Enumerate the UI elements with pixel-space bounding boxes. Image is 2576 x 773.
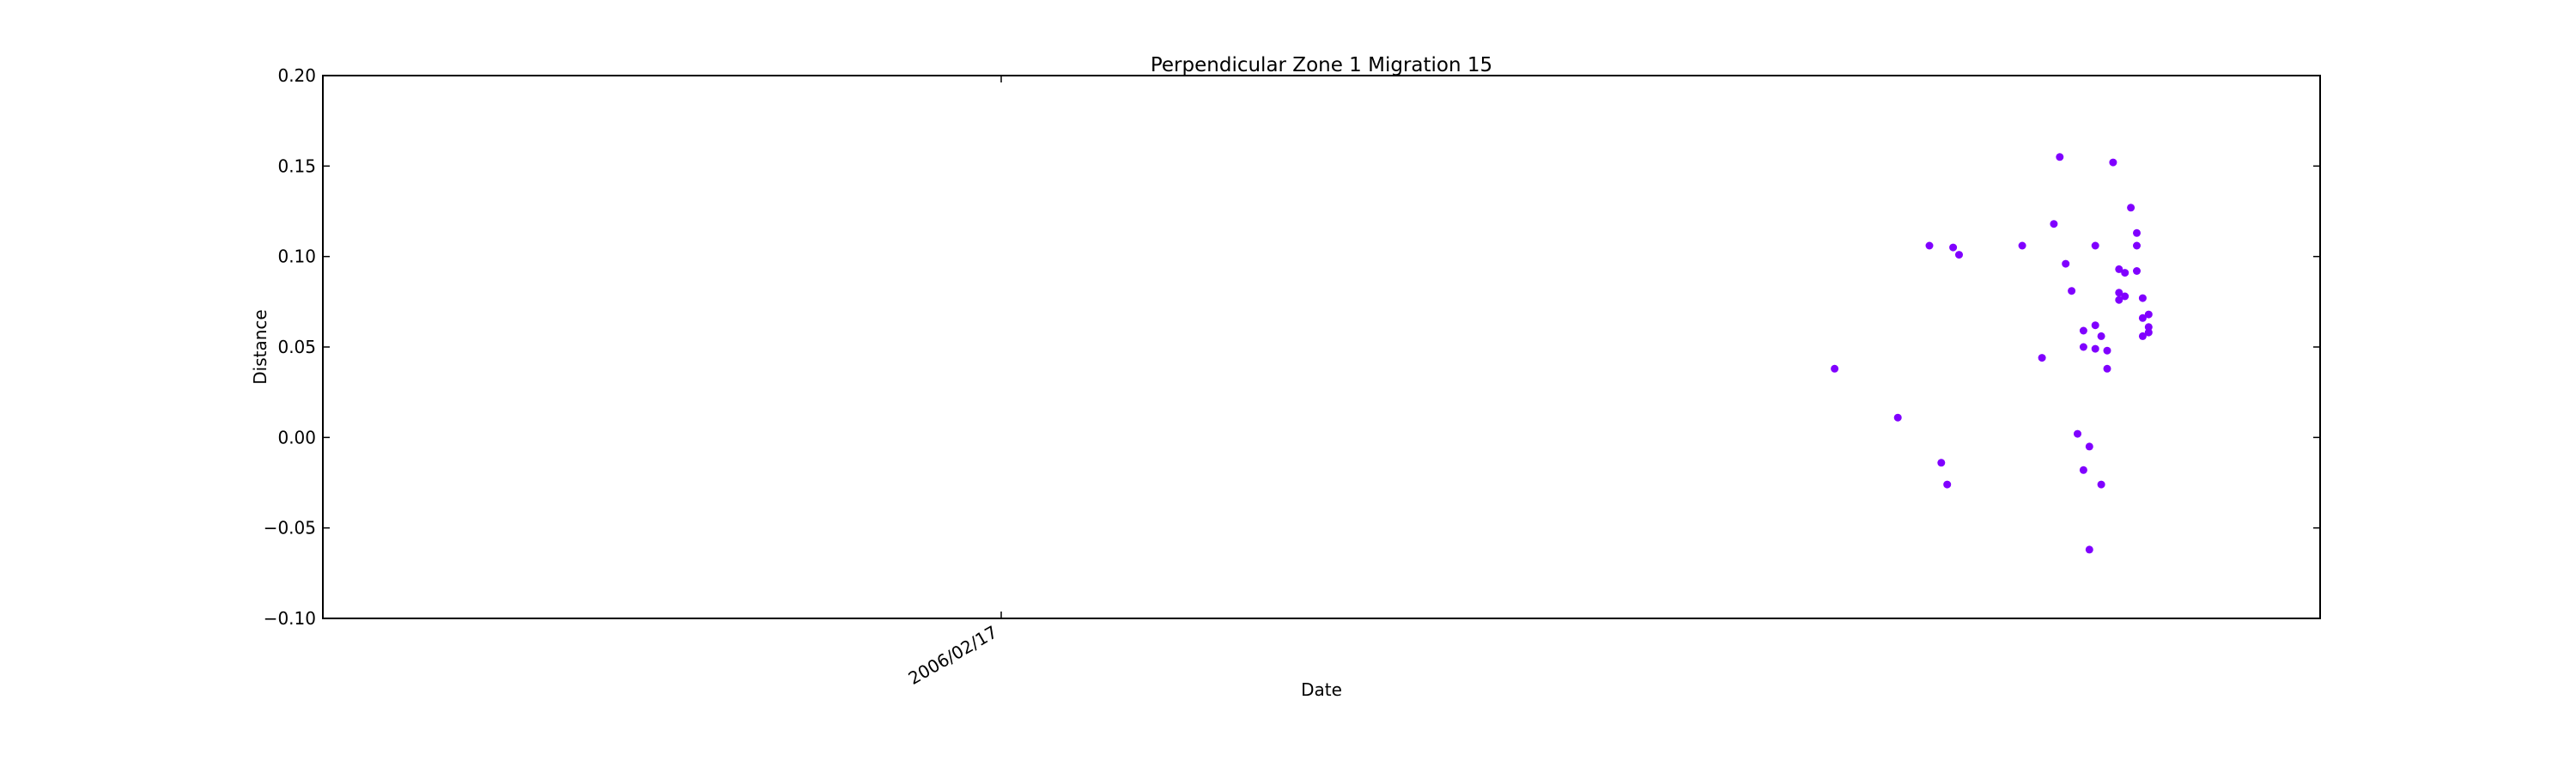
data-point <box>2097 480 2105 489</box>
y-axis-label: Distance <box>250 309 270 384</box>
data-point <box>2062 259 2070 268</box>
y-tick-label: 0.00 <box>277 427 316 447</box>
data-point <box>2127 204 2136 212</box>
data-point <box>2085 442 2093 451</box>
y-tick-label: 0.10 <box>277 247 316 267</box>
data-point <box>2121 292 2129 301</box>
y-tick-label: −0.05 <box>264 518 316 539</box>
data-point <box>2144 323 2153 332</box>
axis-ticks: −0.10 −0.05 0.00 0.05 0.10 0.15 0.20 <box>264 65 2320 629</box>
data-point <box>2133 228 2141 237</box>
data-point <box>2091 321 2099 330</box>
data-point <box>2103 346 2111 355</box>
data-point <box>2018 241 2026 250</box>
data-point <box>2138 332 2147 340</box>
data-point <box>2091 344 2099 353</box>
data-point <box>2144 310 2153 319</box>
x-axis-label: Date <box>1301 679 1342 700</box>
data-point <box>1925 241 1934 250</box>
chart-title: Perpendicular Zone 1 Migration 15 <box>1151 54 1492 76</box>
data-point <box>2133 241 2141 250</box>
data-point <box>2103 364 2111 373</box>
data-point <box>2097 332 2105 340</box>
data-point <box>2079 343 2087 351</box>
data-point <box>2133 267 2141 275</box>
data-point <box>1893 413 1902 422</box>
y-tick-label: 0.20 <box>277 65 316 86</box>
data-point <box>1943 480 1952 489</box>
data-point <box>1937 459 1946 467</box>
data-point <box>2144 328 2153 337</box>
y-tick-label: 0.15 <box>277 155 316 176</box>
x-tick-label: 2006/02/17 <box>905 622 1001 689</box>
data-point <box>1831 364 1839 373</box>
data-point <box>2068 287 2076 295</box>
data-point <box>2115 265 2123 273</box>
data-point <box>2079 326 2087 335</box>
data-point <box>2085 545 2093 554</box>
y-tick-label: 0.05 <box>277 337 316 357</box>
data-point <box>2115 295 2123 304</box>
data-point <box>2091 241 2099 250</box>
data-point <box>2074 429 2081 438</box>
data-point <box>2138 294 2147 302</box>
data-point <box>2050 220 2058 228</box>
data-point <box>1955 251 1963 259</box>
data-points <box>1831 153 2153 554</box>
data-point <box>2038 354 2046 362</box>
data-point <box>2056 153 2064 161</box>
data-point <box>2121 269 2129 277</box>
plot-background <box>323 76 2320 618</box>
y-tick-label: −0.10 <box>264 608 316 629</box>
data-point <box>2109 158 2117 167</box>
plot-frame <box>322 75 2321 619</box>
data-point <box>2115 289 2123 297</box>
data-point <box>2138 313 2147 322</box>
data-point <box>1949 243 1958 252</box>
data-point <box>2079 466 2087 474</box>
